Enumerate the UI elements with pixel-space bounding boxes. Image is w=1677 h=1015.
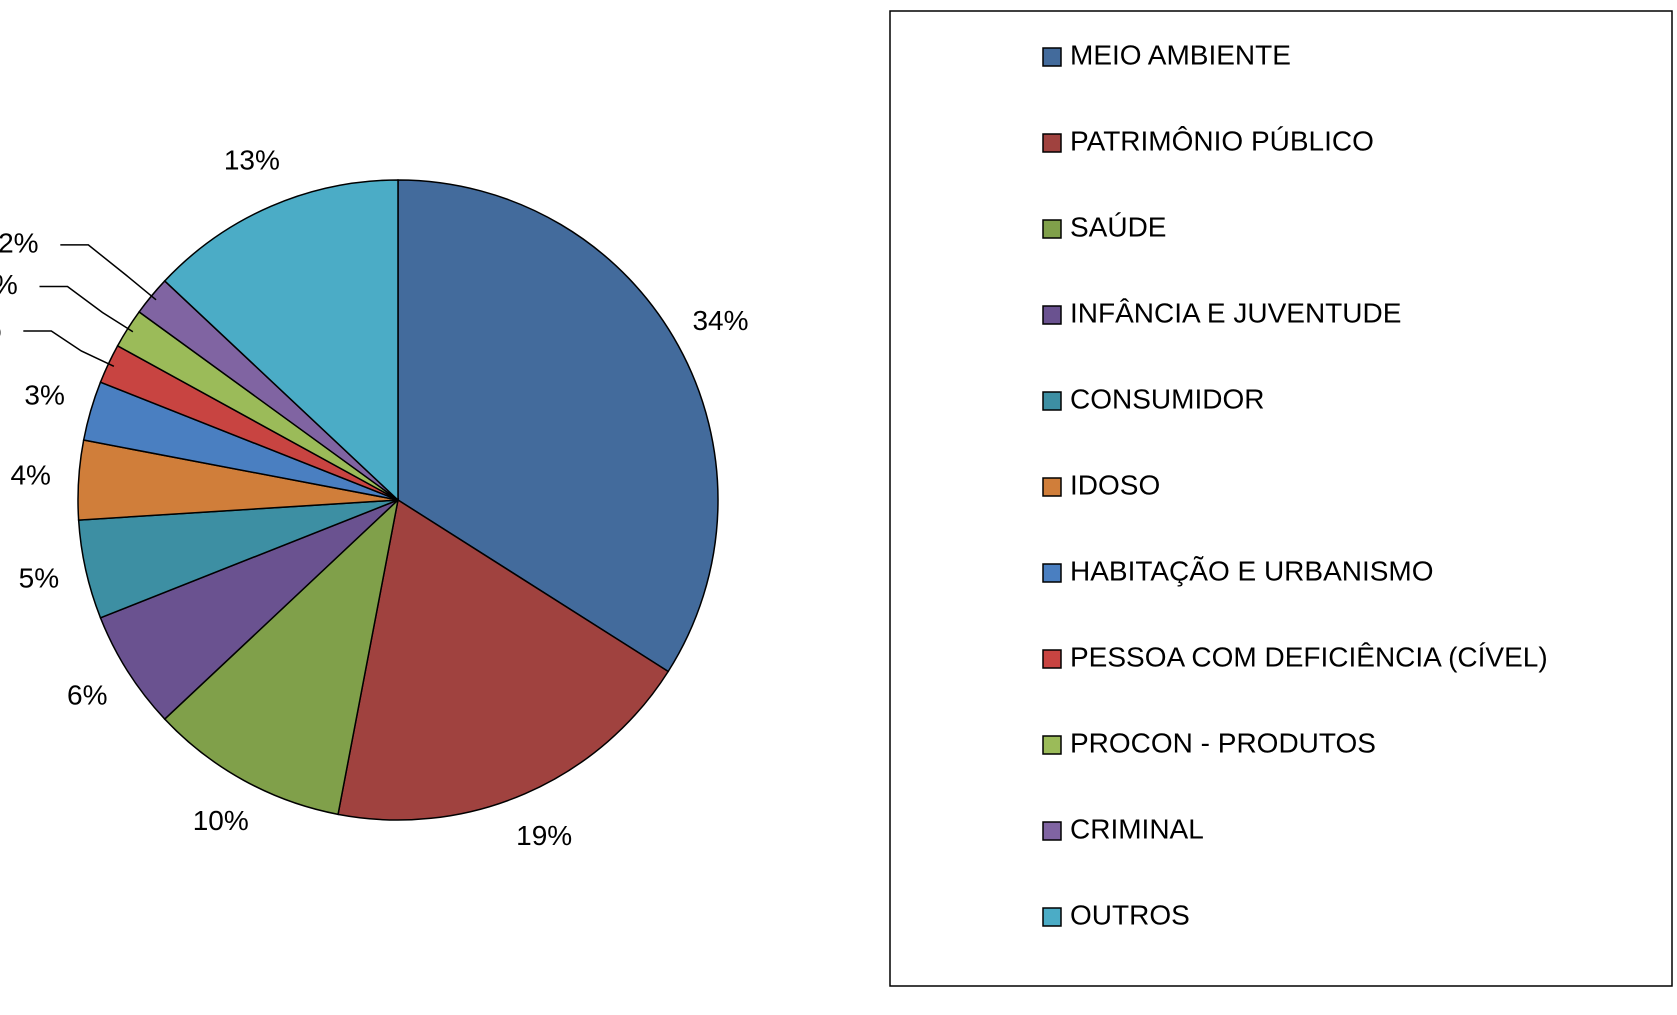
data-label: 34% [692, 305, 748, 336]
data-label: 2% [0, 227, 39, 258]
pie-slice [337, 498, 670, 821]
pie-slice [163, 497, 400, 816]
legend-swatch [1042, 563, 1062, 583]
pie-slice [163, 179, 399, 502]
legend-label: IDOSO [1070, 469, 1160, 500]
legend-label: CONSUMIDOR [1070, 383, 1264, 414]
legend-label: MEIO AMBIENTE [1070, 39, 1291, 70]
data-label: 4% [10, 459, 50, 490]
data-label: 19% [516, 820, 572, 851]
data-label: 6% [67, 680, 107, 711]
data-label: 3% [24, 380, 64, 411]
legend-label: CRIMINAL [1070, 813, 1204, 844]
legend-label: PROCON - PRODUTOS [1070, 727, 1376, 758]
legend-swatch [1042, 133, 1062, 153]
legend-swatch [1042, 391, 1062, 411]
legend-swatch [1042, 477, 1062, 497]
pie-slice [99, 499, 399, 721]
pie-slice [397, 179, 719, 673]
legend-box [889, 10, 1673, 987]
legend-swatch [1042, 649, 1062, 669]
legend-swatch [1042, 219, 1062, 239]
legend-swatch [1042, 907, 1062, 927]
leader-line [23, 330, 115, 367]
legend-label: HABITAÇÃO E URBANISMO [1070, 555, 1434, 586]
data-label: 2% [0, 313, 2, 344]
legend-label: SAÚDE [1070, 211, 1166, 242]
data-label: 13% [224, 145, 280, 176]
data-label: 10% [193, 805, 249, 836]
leader-line [39, 285, 134, 333]
data-label: 2% [0, 269, 18, 300]
legend-label: PESSOA COM DEFICIÊNCIA (CÍVEL) [1070, 641, 1548, 672]
legend-swatch [1042, 305, 1062, 325]
legend-swatch [1042, 821, 1062, 841]
legend-label: PATRIMÔNIO PÚBLICO [1070, 125, 1374, 156]
legend-label: INFÂNCIA E JUVENTUDE [1070, 297, 1401, 328]
legend-swatch [1042, 735, 1062, 755]
legend-swatch [1042, 47, 1062, 67]
data-label: 5% [19, 563, 59, 594]
legend-label: OUTROS [1070, 899, 1190, 930]
leader-line [60, 244, 157, 301]
